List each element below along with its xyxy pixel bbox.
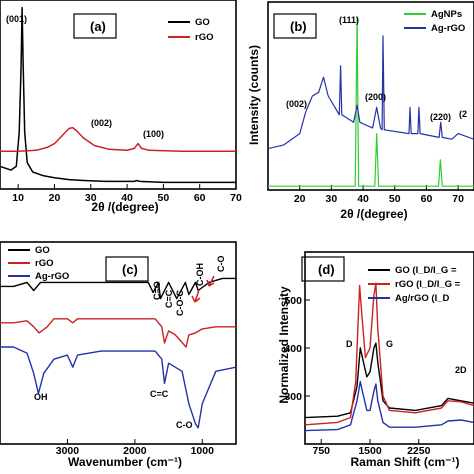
panel-a-xtick-label: 20: [49, 192, 61, 204]
annotation-c-o-bottom: C-O: [176, 420, 193, 430]
panel-a-xlabel: 2θ /(degree): [91, 200, 158, 214]
series-line-a-0: [0, 6, 236, 184]
panel-b-legend: AgNPs Ag-rGO: [273, 9, 465, 39]
panel-d-ylabel: Normalized Intensity: [277, 286, 291, 404]
panel-a-frame: [0, 0, 237, 190]
annotation-002b: (002): [286, 99, 307, 109]
panel-d-ytick-label: 500: [284, 295, 302, 307]
annotation-2d-band: 2D: [455, 365, 467, 375]
annotation-c-eq-c-bottom: C=C: [150, 389, 169, 399]
panel-a-xtick-label: 10: [12, 192, 24, 204]
panel-a-xtick-label: 30: [85, 192, 97, 204]
series-line-c-2: [0, 346, 236, 429]
annotation-c-eq-c: C=C: [164, 289, 174, 308]
series-line-b-0: [268, 16, 474, 187]
legend-label-a-1: rGO: [195, 32, 213, 43]
panel-d-ytick-label: 400: [284, 343, 302, 355]
annotation-111: (111): [339, 15, 359, 25]
panel-b-xrd-agnps-ag-rgo: 20 30 40 50 60 70 (b) AgNPs Ag-rGO (111) (002)…: [247, 1, 474, 221]
panel-d-raman: 750 1500 2250 300 400 500 (d) GO (I_D/I_G = rG…: [277, 251, 474, 469]
panel-b-xlabel: 2θ /(degree): [340, 207, 407, 221]
panel-b-xtick-label: 40: [357, 193, 369, 205]
annotation-g-band: G: [386, 339, 393, 349]
arrow-c-oh-icon: [191, 289, 201, 303]
panel-b-xtick-label: 60: [421, 193, 433, 205]
legend-label-d-1: rGO (I_D/I_G =: [395, 279, 461, 290]
panel-b-xtick-label: 20: [294, 193, 306, 205]
panel-c-xtick-label: 2000: [123, 445, 147, 457]
legend-label-a-0: GO: [195, 17, 210, 28]
panel-b-ylabel: Intensity (counts): [247, 45, 261, 145]
panel-c-xtick-label: 3000: [56, 445, 80, 457]
panel-c-xlabel: Wavenumber (cm⁻¹): [68, 455, 182, 469]
panel-d-label: (d): [318, 262, 335, 277]
series-line-b-1: [268, 35, 474, 150]
annotation-d-band: D: [346, 339, 353, 349]
arrow-c-o-icon: [206, 275, 215, 287]
panel-c-xtick-label: 1000: [191, 445, 215, 457]
legend-label-b-0: AgNPs: [431, 9, 462, 20]
panel-a-xtick-label: 70: [230, 192, 242, 204]
panel-b-xtick-label: 30: [326, 193, 338, 205]
series-line-c-0: [0, 277, 236, 300]
panel-a-label: (a): [90, 19, 106, 34]
panel-a-xtick-label: 50: [158, 192, 170, 204]
panel-c-label-box: [105, 256, 149, 282]
annotation-oh: OH: [34, 392, 48, 402]
panel-a-xtick-label: 40: [121, 192, 133, 204]
legend-label-c-2: Ag-rGO: [35, 271, 69, 282]
panel-b-label-box: [273, 13, 317, 39]
legend-label-c-0: GO: [35, 245, 50, 256]
annotation-c-o: C-O: [216, 256, 226, 273]
annotation-c-eq-o: C=O: [152, 281, 162, 300]
panel-b-label: (b): [290, 19, 307, 34]
panel-a-legend: GO rGO: [73, 13, 213, 43]
series-line-d-2: [305, 380, 474, 432]
series-line-c-1: [0, 318, 236, 348]
annotation-c-o-c: C-O-C: [175, 290, 185, 316]
panel-d-xtick-label: 750: [312, 445, 330, 457]
panel-a-plot-area: 10 20 30 40 50 60 70: [0, 0, 242, 204]
panel-d-legend: GO (I_D/I_G = rGO (I_D/I_G = Ag/rGO (I_D: [301, 256, 461, 304]
panel-d-label-box: [301, 256, 345, 282]
panel-d-plot-area: 750 1500 2250 300 400 500: [284, 251, 474, 457]
panel-d-xlabel: Raman Shift (cm⁻¹): [350, 455, 459, 469]
panel-c-frame: [0, 241, 237, 445]
annotation-c-oh: C-OH: [195, 263, 205, 286]
legend-label-c-1: rGO: [35, 258, 53, 269]
annotation-200: (200): [365, 92, 386, 102]
panel-d-ytick-label: 300: [284, 391, 302, 403]
panel-b-xtick-label: 70: [452, 193, 464, 205]
annotation-100: (100): [143, 129, 164, 139]
panel-c-legend: GO rGO Ag-rGO: [8, 245, 215, 303]
series-line-a-1: [0, 126, 236, 152]
panel-d-xtick-label: 1500: [358, 445, 382, 457]
legend-label-d-0: GO (I_D/I_G =: [395, 265, 457, 276]
panel-c-ftir: 3000 2000 1000 (c) GO rGO Ag-rGO C=O C=C C-O…: [0, 241, 237, 469]
annotation-220: (220): [430, 112, 451, 122]
panel-c-plot-area: 3000 2000 1000: [0, 241, 237, 457]
legend-label-d-2: Ag/rGO (I_D: [395, 293, 450, 304]
series-line-d-1: [305, 282, 474, 426]
panel-d-xtick-label: 2250: [407, 445, 431, 457]
panel-a-xtick-label: 60: [194, 192, 206, 204]
annotation-001: (001): [6, 14, 27, 24]
panel-a-xrd-go-rgo: 10 20 30 40 50 60 70 (a) GO rGO (001) (002) (10…: [0, 0, 242, 214]
panel-c-label: (c): [122, 262, 138, 277]
panel-b-xtick-label: 50: [389, 193, 401, 205]
panel-b-plot-area: 20 30 40 50 60 70: [267, 1, 474, 205]
series-line-d-0: [305, 342, 474, 419]
legend-label-b-1: Ag-rGO: [431, 23, 465, 34]
annotation-2xx: (2: [459, 109, 467, 119]
panel-b-frame: [267, 1, 474, 191]
panel-a-label-box: [73, 13, 117, 39]
annotation-002: (002): [91, 118, 112, 128]
